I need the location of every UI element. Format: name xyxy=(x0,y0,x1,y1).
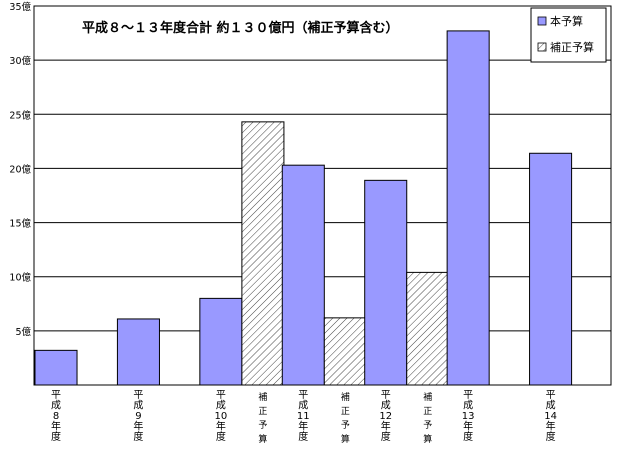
x-axis-labels: 平成8年度平成9年度平成10年度補正予算平成11年度補正予算平成12年度補正予算… xyxy=(51,390,557,445)
supplementary-label-char: 補 xyxy=(258,391,267,403)
bar-main-budget xyxy=(34,349,78,386)
legend-swatch-supplementary xyxy=(537,42,547,52)
y-tick-label: 35億 xyxy=(9,1,31,13)
supplementary-label-char: 補 xyxy=(423,391,432,403)
y-tick-label: 10億 xyxy=(9,272,31,284)
x-tick-label-char: 12 xyxy=(379,411,392,422)
x-tick-label-char: 8 xyxy=(53,411,59,422)
supplementary-label-char: 補 xyxy=(341,391,350,403)
bars xyxy=(34,30,573,386)
legend-label-supplementary: 補正予算 xyxy=(550,40,594,54)
x-tick-label-char: 成 xyxy=(298,400,308,412)
x-tick-label-char: 平 xyxy=(216,390,226,401)
bar-main-budget xyxy=(199,297,243,386)
legend-swatch-main-budget xyxy=(537,16,547,26)
supplementary-label: 補正予算 xyxy=(423,391,432,445)
x-tick-label-char: 年 xyxy=(216,420,226,433)
x-tick-label-char: 13 xyxy=(462,411,475,422)
supplementary-label-char: 算 xyxy=(341,433,350,445)
bar-supplementary-budget xyxy=(241,121,285,386)
x-tick-label-char: 度 xyxy=(133,430,143,443)
x-tick-label-char: 度 xyxy=(216,430,226,443)
x-tick-label-char: 度 xyxy=(381,430,391,443)
supplementary-label-char: 正 xyxy=(423,407,432,417)
x-tick-label-char: 度 xyxy=(298,430,308,443)
x-tick-label-char: 年 xyxy=(463,420,473,433)
x-tick-label-char: 年 xyxy=(546,420,556,433)
bar-main-budget xyxy=(116,318,160,386)
x-tick-label-char: 平 xyxy=(51,390,61,401)
x-tick-label-char: 11 xyxy=(297,411,310,422)
y-axis-ticks: 5億 10億 15億 20億 25億 30億 35億 xyxy=(9,1,31,338)
chart-title: 平成８～１３年度合計 約１３０億円（補正予算含む） xyxy=(82,20,399,36)
x-tick-label-char: 年 xyxy=(51,420,61,433)
bar-main-budget xyxy=(529,152,573,386)
supplementary-label-char: 予 xyxy=(341,420,350,431)
x-tick-label-char: 平 xyxy=(381,390,391,401)
y-tick-label: 25億 xyxy=(9,109,31,121)
supplementary-label: 補正予算 xyxy=(258,391,267,445)
bar-supplementary-budget xyxy=(323,317,367,386)
x-tick-label-char: 成 xyxy=(381,400,391,412)
x-tick-label-char: 10 xyxy=(214,411,227,422)
x-tick-label-char: 平 xyxy=(133,390,143,401)
bar-main-budget xyxy=(364,179,408,386)
x-tick-label-char: 度 xyxy=(51,430,61,443)
supplementary-label-char: 予 xyxy=(423,420,432,431)
y-tick-label: 5億 xyxy=(15,326,31,338)
x-tick-label-char: 年 xyxy=(133,420,143,433)
supplementary-label-char: 予 xyxy=(258,420,267,431)
x-tick-label-char: 度 xyxy=(546,430,556,443)
x-tick-label-char: 度 xyxy=(463,430,473,443)
bar-supplementary-budget xyxy=(406,271,450,386)
x-tick-label-char: 成 xyxy=(463,400,473,412)
x-tick-label-char: 成 xyxy=(216,400,226,412)
supplementary-label-char: 正 xyxy=(341,407,350,417)
x-tick-label-char: 年 xyxy=(381,420,391,433)
y-tick-label: 20億 xyxy=(9,163,31,175)
supplementary-label: 補正予算 xyxy=(341,391,350,445)
x-tick-label-char: 成 xyxy=(546,400,556,412)
x-tick-label-char: 成 xyxy=(133,400,143,412)
x-tick-label-char: 平 xyxy=(463,390,473,401)
supplementary-label-char: 算 xyxy=(423,433,432,445)
legend-box xyxy=(530,7,607,63)
x-tick-label-char: 年 xyxy=(298,420,308,433)
x-tick-label-char: 9 xyxy=(135,411,141,422)
legend: 本予算 補正予算 xyxy=(530,7,607,63)
x-tick-label-char: 14 xyxy=(544,411,557,422)
y-tick-label: 30億 xyxy=(9,55,31,67)
x-tick-label-char: 成 xyxy=(51,400,61,412)
plot-area-frame xyxy=(33,5,612,386)
x-tick-label-char: 平 xyxy=(546,390,556,401)
bar-main-budget xyxy=(281,164,325,386)
legend-label-main-budget: 本予算 xyxy=(550,14,583,28)
bar-main-budget xyxy=(446,30,490,386)
x-tick-label-char: 平 xyxy=(298,390,308,401)
supplementary-label-char: 正 xyxy=(258,407,267,417)
y-tick-label: 15億 xyxy=(9,218,31,230)
supplementary-label-char: 算 xyxy=(258,433,267,445)
